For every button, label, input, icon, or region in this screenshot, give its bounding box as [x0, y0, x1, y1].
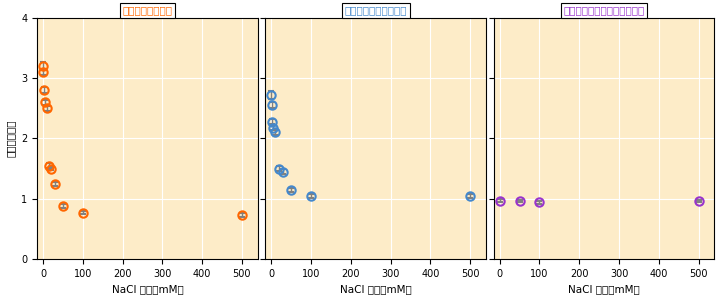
- X-axis label: NaCl 濃度（mM）: NaCl 濃度（mM）: [112, 284, 184, 294]
- X-axis label: NaCl 濃度（mM）: NaCl 濃度（mM）: [568, 284, 640, 294]
- Title: 脳（脆脂処理後）: 脳（脆脂処理後）: [122, 6, 172, 16]
- X-axis label: NaCl 濃度（mM）: NaCl 濃度（mM）: [340, 284, 412, 294]
- Title: 人工ゲル（ゼラチン）: 人工ゲル（ゼラチン）: [344, 6, 407, 16]
- Y-axis label: ゲルサイズ比: ゲルサイズ比: [6, 120, 16, 157]
- Title: 人工ゲル（アクリルアミド）: 人工ゲル（アクリルアミド）: [564, 6, 644, 16]
